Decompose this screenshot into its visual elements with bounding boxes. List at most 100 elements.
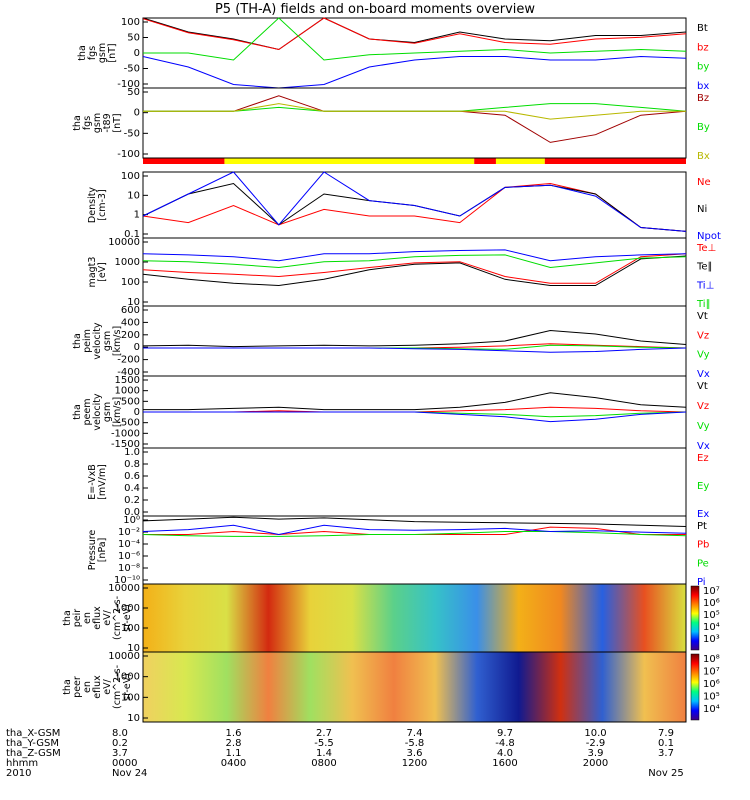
legend-entry: Vy	[697, 350, 710, 361]
x-axis-value: 7.4	[407, 728, 423, 739]
series-line-Ti⊥	[142, 249, 687, 262]
legend-entry: Te⊥	[696, 243, 716, 254]
y-tick-label: 0	[134, 48, 140, 59]
x-axis-value: -5.5	[314, 738, 334, 749]
x-axis-value: 9.7	[497, 728, 513, 739]
y-axis-label: tha	[77, 45, 88, 61]
y-tick-label: 10⁻⁴	[118, 539, 140, 550]
panel-frame	[142, 305, 687, 377]
x-axis-value: 7.9	[658, 728, 674, 739]
colorbar-tick-label: 10⁸	[703, 654, 720, 665]
y-tick-label: 10⁻²	[118, 527, 140, 538]
y-tick-label: 10⁻¹⁰	[114, 575, 140, 586]
y-axis-label: [mV/m]	[97, 464, 108, 500]
y-tick-label: -1000	[111, 428, 140, 439]
y-tick-label: 50	[127, 33, 140, 44]
colorbar-tick-label: 10⁶	[703, 598, 720, 609]
y-tick-label: 1500	[115, 375, 140, 386]
y-axis-label: tha	[72, 333, 83, 349]
series-line-Npot	[142, 171, 687, 232]
y-tick-label: 10	[127, 643, 140, 654]
x-axis-value: -4.8	[495, 738, 515, 749]
series-line-Ni	[142, 182, 687, 232]
series-line-Bz	[143, 95, 687, 143]
legend-entry: Pi	[697, 577, 706, 588]
y-tick-label: 600	[121, 305, 140, 316]
series-line-Te⊥	[142, 253, 687, 284]
series-line-bz	[142, 17, 687, 51]
y-tick-label: 1000	[115, 257, 140, 268]
legend-entry: bz	[697, 42, 709, 53]
x-axis-row-label: tha_Y-GSM	[6, 738, 59, 749]
legend-entry: bx	[697, 81, 709, 92]
legend-entry: Ti∥	[696, 299, 711, 310]
x-axis-value: 2.7	[316, 728, 332, 739]
legend-entry: Te∥	[696, 262, 713, 273]
y-axis-label: gsm	[92, 113, 103, 133]
y-axis-label: [nT]	[107, 43, 118, 62]
y-axis-label: Density	[87, 187, 98, 223]
y-axis-label: eflux	[92, 606, 103, 630]
panel-temperature: 10000 1000 100 10 magt3 [eV] Te⊥ Te∥ Ti⊥ Ti∥	[87, 237, 716, 310]
series-line-Pe	[142, 531, 687, 537]
y-tick-label: 10000	[108, 237, 140, 248]
x-axis-value: 0.2	[112, 738, 128, 749]
y-axis-label: en	[82, 681, 93, 693]
y-tick-label: 0.1	[124, 229, 140, 240]
panel-frame	[142, 651, 687, 723]
colorbar-tick-label: 10⁷	[703, 586, 720, 597]
legend-entry: Ni	[697, 204, 707, 215]
y-tick-label: 10⁻⁸	[118, 563, 140, 574]
y-axis-label: Pressure	[87, 530, 98, 571]
y-tick-label: 10	[127, 190, 140, 201]
y-axis-label: eflux	[92, 675, 103, 699]
x-axis-row-label: 2010	[6, 768, 31, 779]
x-axis-value: -5.8	[405, 738, 425, 749]
spectrogram-image	[143, 584, 686, 652]
x-axis-value: 0400	[221, 758, 246, 769]
x-axis-value: 4.0	[497, 748, 513, 759]
status-bar-segment	[224, 158, 475, 164]
y-tick-label: 0.0	[124, 507, 140, 518]
legend-entry: Bt	[697, 23, 708, 34]
series-line-by	[143, 17, 687, 61]
legend-entry: Bx	[697, 151, 710, 162]
legend-entry: by	[697, 62, 709, 73]
legend-entry: By	[697, 122, 710, 133]
spectrogram-image	[143, 652, 686, 722]
y-axis-label: velocity	[92, 393, 103, 431]
series-line-By	[143, 103, 687, 112]
series-line-Vt	[143, 392, 687, 411]
y-tick-label: 0	[134, 108, 140, 119]
panel-fgs-pos: 50 0 -50 -100 tha fgs gsm -t89 [nT] Bz By Bx	[72, 87, 710, 162]
legend-entry: Vt	[697, 381, 708, 392]
y-axis-label: eV/	[102, 609, 113, 625]
y-tick-label: 100	[121, 17, 140, 28]
colorbar-tick-label: 10⁵	[703, 610, 720, 621]
y-tick-label: 1.0	[124, 447, 140, 458]
y-axis-label: tha	[62, 679, 73, 695]
series-line-Ti∥	[142, 254, 687, 269]
colorbar-tick-label: 10⁷	[703, 667, 720, 678]
figure-title: P5 (TH-A) fields and on-board moments ov…	[215, 2, 535, 17]
x-axis-row-label: hhmm	[6, 758, 38, 769]
series-line-Vx	[143, 411, 687, 423]
y-axis-label: [nPa]	[97, 538, 108, 563]
y-tick-label: 1	[134, 210, 140, 221]
colorbar	[690, 585, 700, 651]
x-axis-value: 3.7	[112, 748, 128, 759]
x-axis-value: 3.9	[588, 748, 604, 759]
y-axis-label: en	[82, 612, 93, 624]
y-tick-label: 0.6	[124, 471, 140, 482]
y-tick-label: -500	[117, 418, 140, 429]
y-axis-label: peer	[72, 676, 83, 698]
x-axis-value: 1.1	[226, 748, 242, 759]
y-tick-label: -100	[117, 79, 140, 90]
legend-entry: Vy	[697, 421, 710, 432]
y-tick-label: 10⁰	[123, 515, 140, 526]
y-tick-label: 400	[121, 317, 140, 328]
y-tick-label: -50	[124, 64, 140, 75]
panel-frame	[142, 87, 687, 159]
